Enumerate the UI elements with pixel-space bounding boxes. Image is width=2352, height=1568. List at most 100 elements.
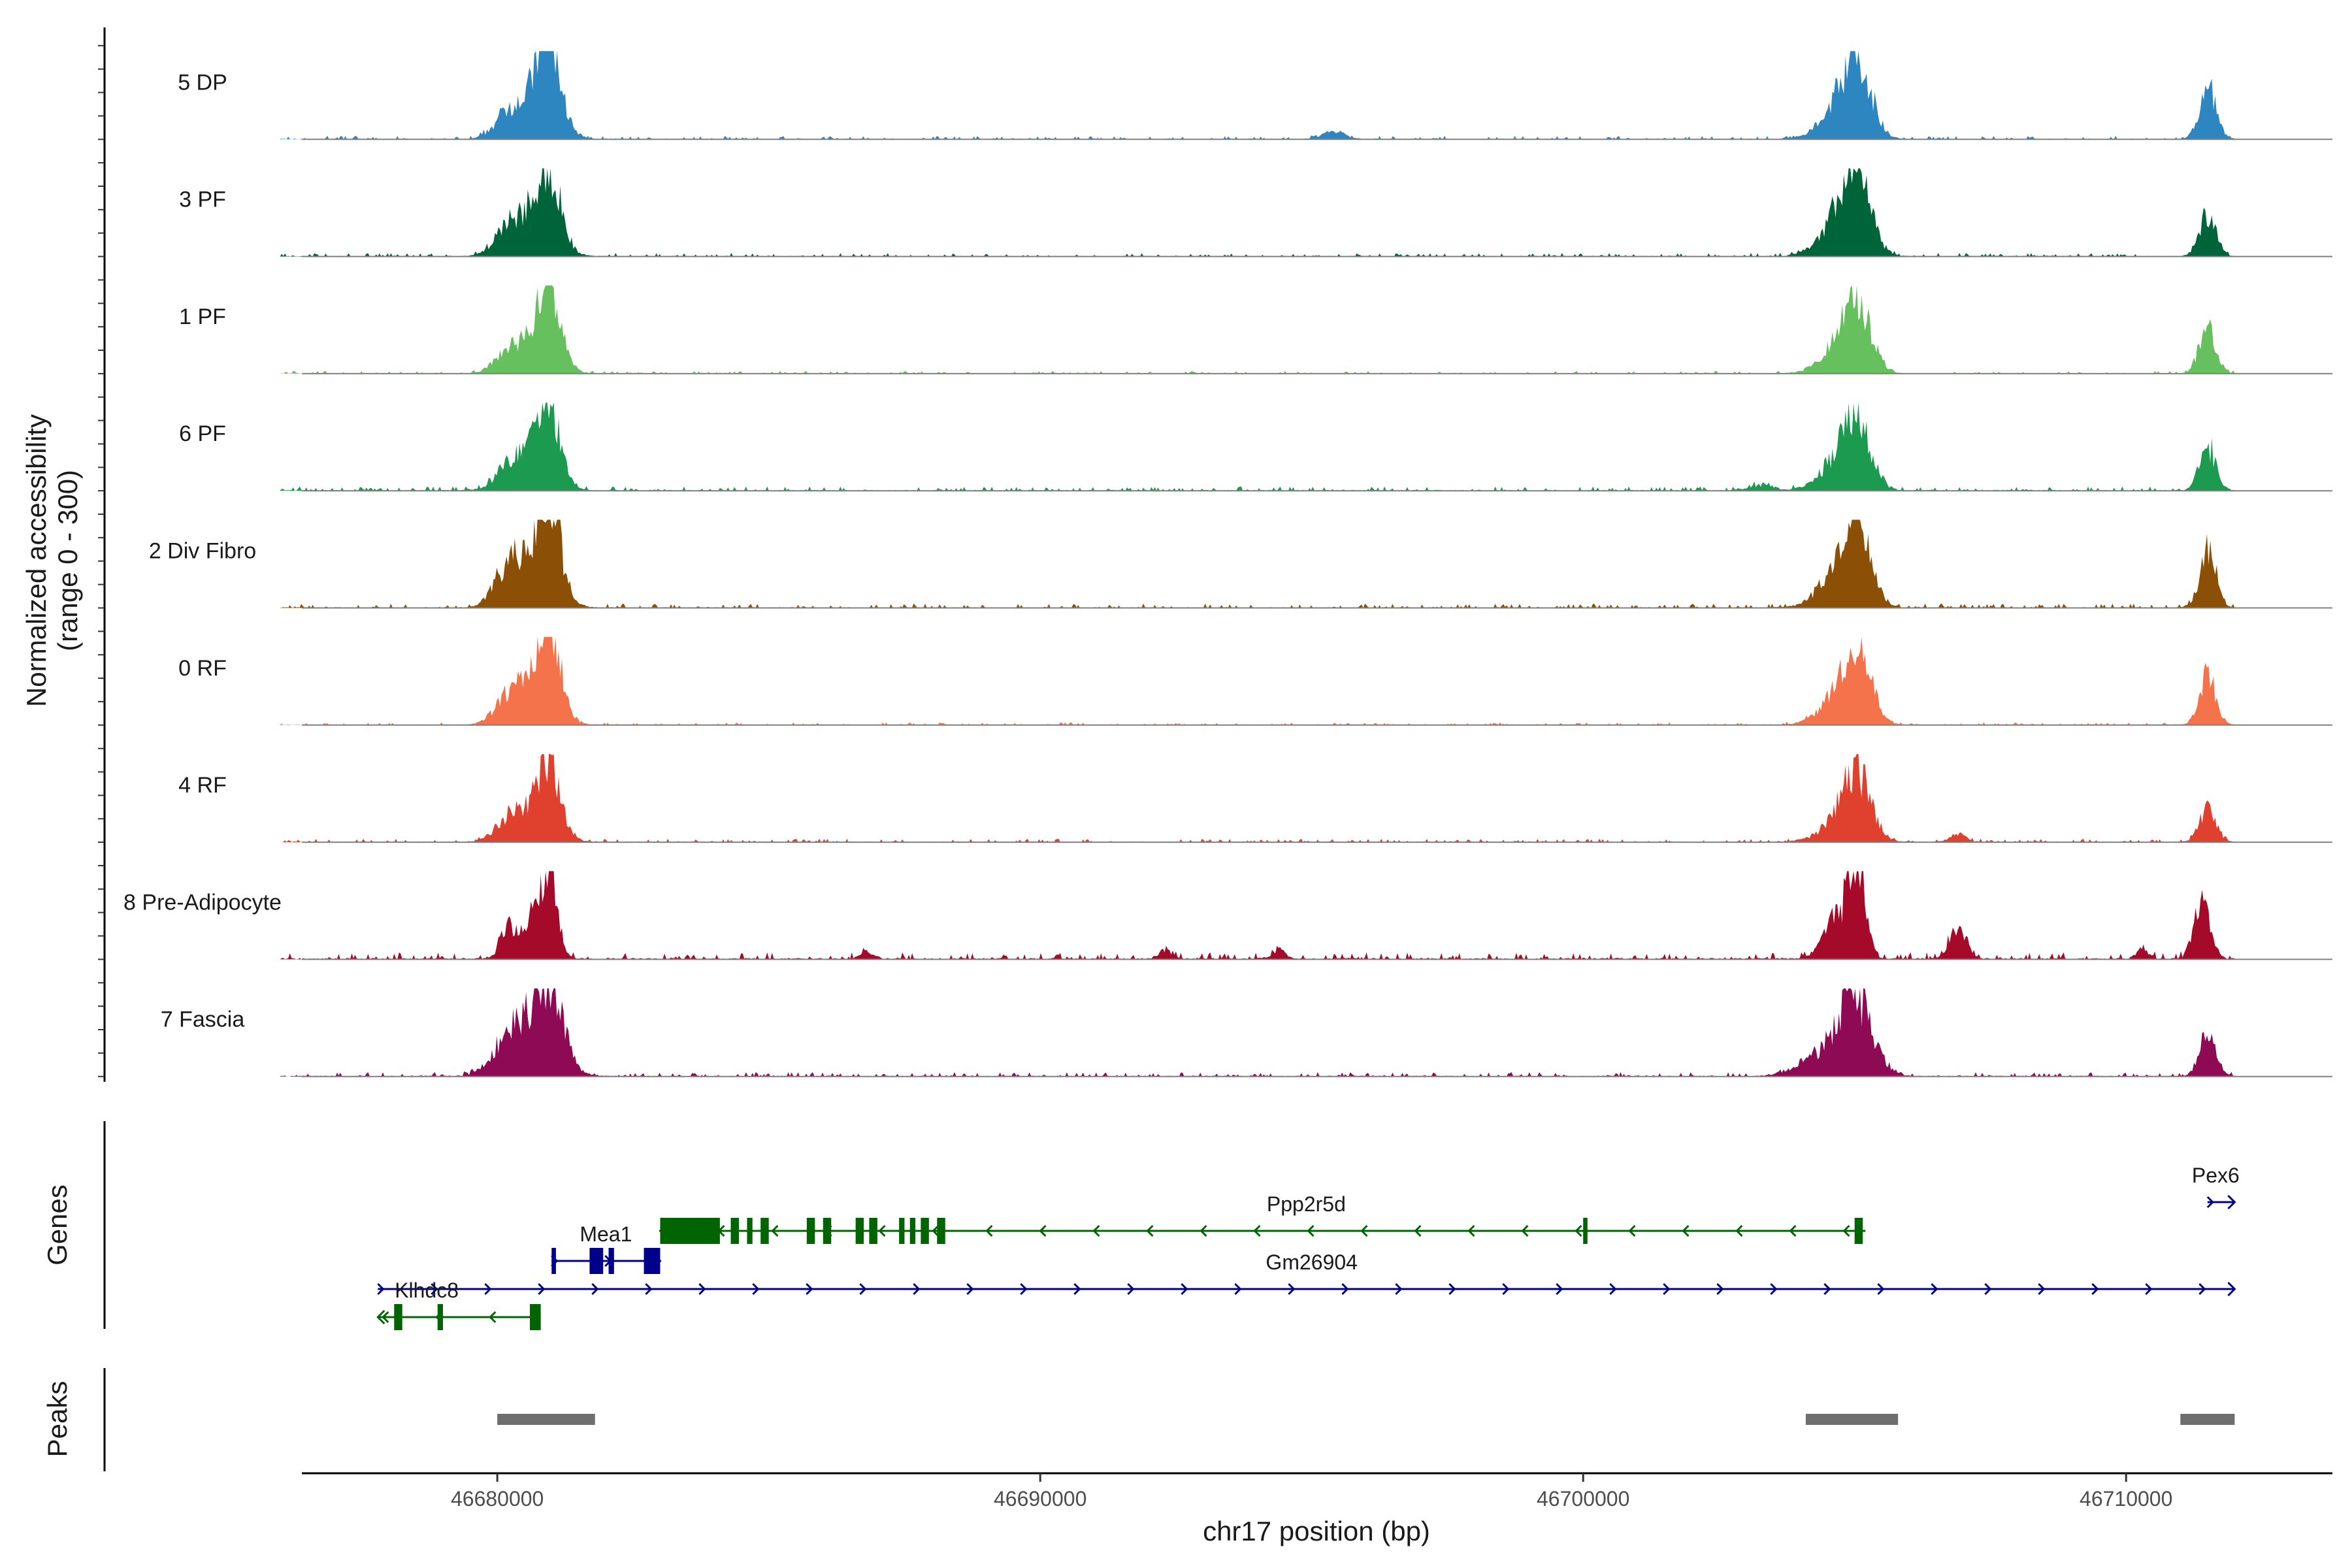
coverage-area [280, 636, 2235, 725]
gene-pex6: Pex6 [2192, 1164, 2240, 1210]
track-label: 2 Div Fibro [149, 539, 256, 564]
coverage-area [280, 402, 2235, 491]
exon [530, 1304, 541, 1330]
exon [909, 1218, 916, 1244]
x-axis-title: chr17 position (bp) [1203, 1516, 1430, 1546]
strand-arrow [1448, 1282, 1456, 1296]
x-tick-label: 46680000 [451, 1487, 544, 1511]
strand-arrow [1414, 1224, 1422, 1237]
gene-label: Pex6 [2192, 1164, 2240, 1187]
strand-arrow [484, 1282, 492, 1296]
track-label: 1 PF [179, 304, 226, 329]
strand-arrow [966, 1282, 974, 1296]
strand-arrow [932, 1224, 939, 1237]
strand-arrow [1092, 1224, 1100, 1237]
strand-arrow [431, 1282, 438, 1296]
exon [747, 1218, 753, 1244]
exon [660, 1218, 720, 1244]
strand-arrow [771, 1224, 779, 1237]
exon [937, 1218, 945, 1244]
track-label: 6 PF [179, 421, 226, 446]
y-axis-range-label: (range 0 - 300) [52, 470, 83, 651]
exon [644, 1248, 661, 1274]
gene-klhdc8: Klhdc8 [376, 1279, 541, 1330]
strand-arrow [1020, 1282, 1028, 1296]
strand-arrow [1789, 1224, 1797, 1237]
y-axis-title: Normalized accessibility [21, 414, 52, 707]
track-6 [280, 636, 2332, 726]
strand-arrow [1395, 1282, 1403, 1296]
exon [551, 1248, 556, 1274]
strand-arrow [591, 1282, 599, 1296]
exon [1583, 1218, 1588, 1244]
strand-arrow [1181, 1282, 1188, 1296]
exon [806, 1218, 815, 1244]
peak-region [1805, 1414, 1899, 1425]
strand-arrow [1931, 1282, 1938, 1296]
strand-arrow [2091, 1282, 2099, 1296]
strand-arrow [376, 1309, 385, 1325]
strand-arrow [1234, 1282, 1242, 1296]
track-label: 0 RF [178, 656, 227, 681]
exon [437, 1304, 444, 1330]
exon [760, 1218, 769, 1244]
strand-arrow [1716, 1282, 1724, 1296]
exon [823, 1218, 832, 1244]
exon [394, 1304, 402, 1330]
gene-label: Gm26904 [1266, 1250, 1358, 1274]
strand-arrow [1341, 1282, 1349, 1296]
coverage-area [280, 168, 2235, 257]
strand-arrow [1200, 1224, 1207, 1237]
strand-arrow [1609, 1282, 1617, 1296]
strand-arrow [489, 1311, 497, 1324]
exon [730, 1218, 739, 1244]
strand-arrow [1360, 1224, 1368, 1237]
strand-arrow [859, 1282, 867, 1296]
coverage-area [280, 51, 2235, 140]
x-axis: 46680000 46690000 46700000 46710000 [302, 1472, 2332, 1511]
strand-arrow [985, 1224, 993, 1237]
strand-arrow [698, 1282, 706, 1296]
exon [589, 1248, 604, 1274]
track-labels: 5 DP 3 PF 1 PF 6 PF 2 Div Fibro 0 RF 4 RF 8 Pre… [123, 70, 282, 1032]
strand-arrow [1663, 1282, 1671, 1296]
gene-gm26904: Gm26904 [377, 1250, 2236, 1297]
strand-arrow [2145, 1282, 2153, 1296]
track-label: 5 DP [178, 70, 227, 95]
strand-arrow [538, 1282, 546, 1296]
strand-arrow [1770, 1282, 1778, 1296]
strand-arrow [913, 1282, 921, 1296]
strand-arrow [377, 1282, 385, 1296]
coverage-area [280, 285, 2235, 374]
strand-arrow [382, 1311, 389, 1324]
track-label: 4 RF [178, 773, 227, 798]
gene-ppp2r5d: Ppp2r5d [659, 1192, 1866, 1244]
coverage-area [280, 754, 2235, 843]
strand-arrow [1823, 1282, 1831, 1296]
exon [869, 1218, 877, 1244]
strand-arrow [1467, 1224, 1475, 1237]
strand-arrow [752, 1282, 760, 1296]
x-tick-label: 46710000 [2080, 1487, 2172, 1511]
strand-arrow [1307, 1224, 1315, 1237]
gene-label: Klhdc8 [395, 1279, 459, 1302]
gene-label: Ppp2r5d [1267, 1192, 1346, 1216]
track-8 [280, 871, 2332, 960]
gene-mea1: Mea1 [551, 1222, 662, 1274]
coverage-area [280, 988, 2235, 1077]
peaks-panel [103, 1368, 2235, 1471]
track-1 [280, 51, 2332, 140]
exon [899, 1218, 905, 1244]
exon [855, 1218, 864, 1244]
gene-label: Mea1 [580, 1222, 632, 1246]
strand-arrow [1127, 1282, 1135, 1296]
track-2 [280, 168, 2332, 257]
strand-arrow [1039, 1224, 1047, 1237]
strand-arrow [2198, 1282, 2206, 1296]
strand-arrow [1556, 1282, 1563, 1296]
genes-panel: Ppp2r5d Pex6 Mea1 Gm26904 Klhdc8 [103, 1121, 2240, 1330]
strand-arrow [1288, 1282, 1296, 1296]
x-tick-label: 46700000 [1537, 1487, 1629, 1511]
track-label: 3 PF [179, 188, 226, 212]
